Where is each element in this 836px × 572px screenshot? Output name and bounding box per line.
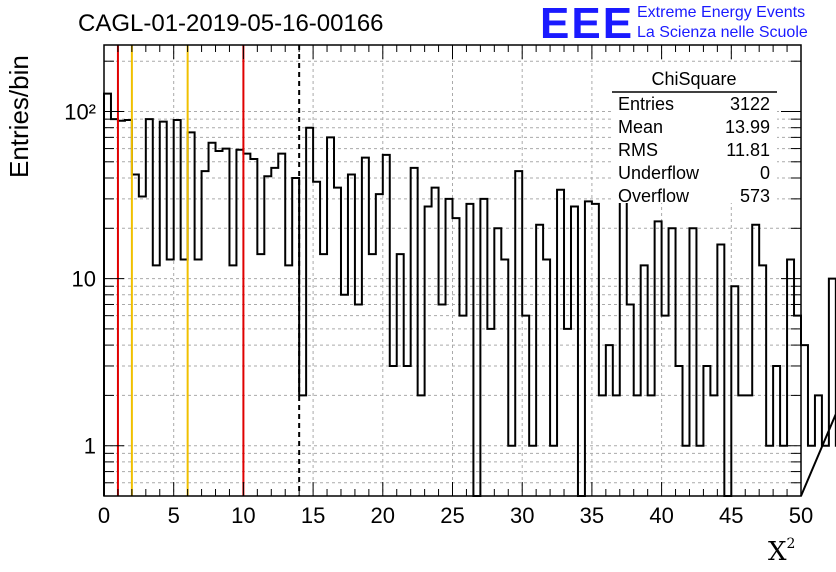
stats-underflow-value: 0 (760, 163, 770, 183)
x-tick-label: 45 (719, 503, 743, 528)
x-tick-label: 20 (371, 503, 395, 528)
y-axis-label: Entries/bin (4, 55, 34, 178)
logo-tagline-1: Extreme Energy Events (637, 4, 806, 21)
stats-box (612, 63, 777, 203)
x-tick-label: 50 (789, 503, 813, 528)
logo-tagline-2: La Scienza nelle Scuole (637, 24, 808, 41)
eee-logo: EEE (540, 0, 635, 48)
x-tick-label: 30 (510, 503, 534, 528)
x-tick-label: 40 (649, 503, 673, 528)
stats-overflow-value: 573 (740, 186, 770, 206)
y-tick-label: 1 (84, 434, 96, 459)
stats-rms-value: 11.81 (726, 140, 770, 160)
y-tick-label: 10 (72, 267, 96, 292)
x-axis-label: X2 (768, 536, 796, 567)
stats-underflow-label: Underflow (618, 163, 700, 183)
x-tick-label: 35 (580, 503, 604, 528)
chart-title: CAGL-01-2019-05-16-00166 (78, 10, 384, 37)
stats-entries-value: 3122 (730, 94, 770, 114)
stats-entries-label: Entries (618, 94, 674, 114)
stats-overflow-label: Overflow (618, 186, 690, 206)
x-tick-label: 25 (440, 503, 464, 528)
x-tick-label: 5 (168, 503, 180, 528)
stats-title: ChiSquare (651, 69, 736, 89)
stats-rms-label: RMS (618, 140, 658, 160)
histogram-series (103, 92, 836, 497)
x-tick-label: 15 (301, 503, 325, 528)
stats-mean-label: Mean (618, 117, 663, 137)
x-tick-label: 0 (98, 503, 110, 528)
x-tick-label: 10 (231, 503, 255, 528)
stats-mean-value: 13.99 (725, 117, 770, 137)
y-tick-label: 10² (64, 99, 96, 124)
